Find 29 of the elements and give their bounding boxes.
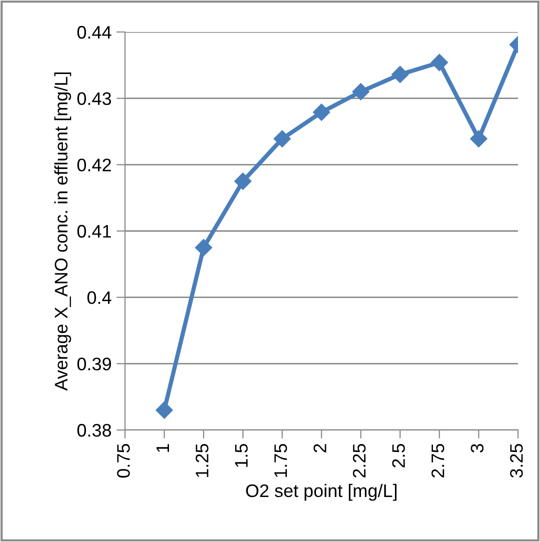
point <box>430 54 448 72</box>
x-tick-label: 2.5 <box>392 444 405 468</box>
point <box>156 402 173 419</box>
point <box>470 130 488 148</box>
x-tick-label: 1.75 <box>274 444 288 477</box>
x-tick-label: 0.75 <box>117 444 130 478</box>
point <box>274 130 291 148</box>
x-tick-label: 1.5 <box>235 444 248 467</box>
x-axis-title: O2 set point [mg/L] <box>246 484 396 501</box>
x-tick-label: 2 <box>314 444 326 452</box>
point <box>195 239 212 256</box>
x-tick-label: 3 <box>470 444 484 453</box>
y-tick-label: 0.43 <box>77 92 112 106</box>
y-tick-label: 0.39 <box>77 358 111 370</box>
point <box>352 83 370 100</box>
x-tick-label: 1 <box>156 444 169 452</box>
y-tick-label: 0.38 <box>77 424 112 437</box>
point <box>312 104 330 121</box>
y-tick-label: 0.4 <box>87 291 112 304</box>
y-tick-label: 0.44 <box>77 26 112 39</box>
y-tick-label: 0.42 <box>77 158 111 172</box>
y-axis-title: Average X_ANO conc. in effluent [mg/L] <box>54 72 72 391</box>
x-tick-label: 2.75 <box>431 444 444 478</box>
y-tick-label: 0.41 <box>77 224 111 238</box>
point <box>392 66 409 84</box>
x-tick-label: 2.25 <box>352 444 366 478</box>
x-tick-label: 3.25 <box>510 444 523 478</box>
point <box>234 172 252 190</box>
x-tick-label: 1.25 <box>196 444 208 477</box>
